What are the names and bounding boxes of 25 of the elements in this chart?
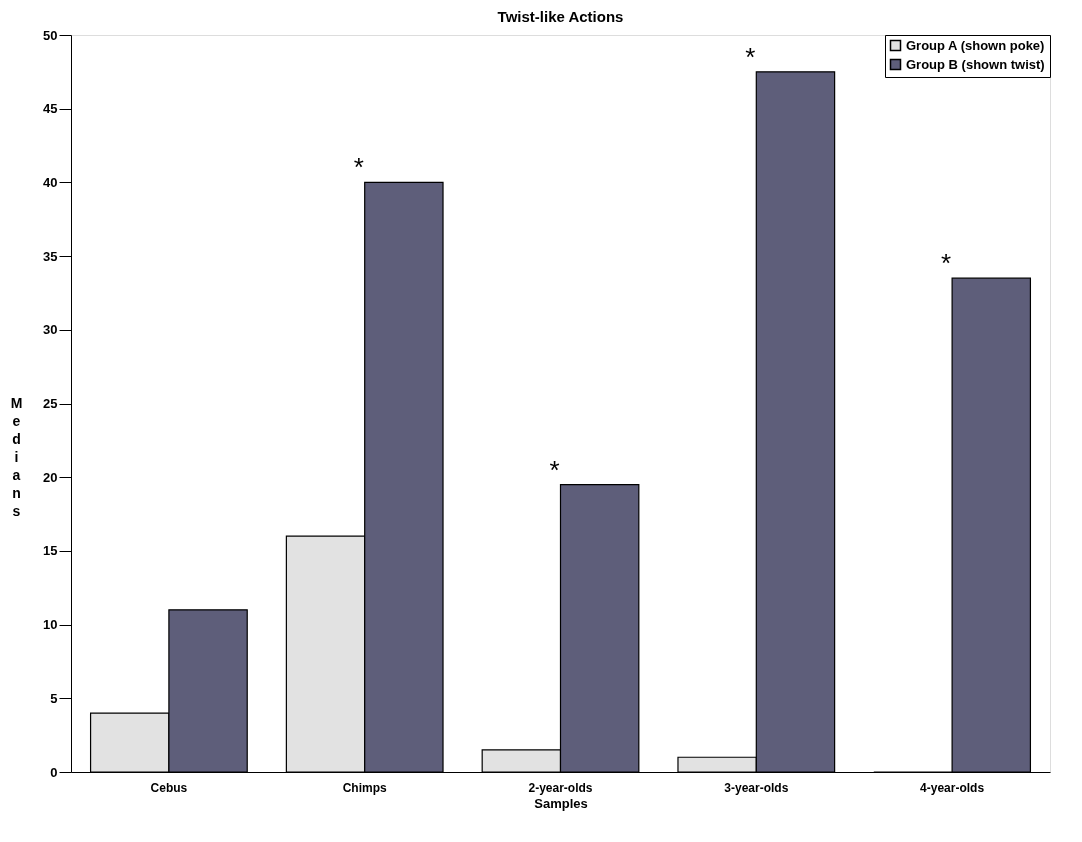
y-tick-label: 30: [43, 322, 58, 338]
y-tick-label: 40: [43, 174, 58, 190]
legend-label: Group B (shown twist): [906, 56, 1045, 72]
y-tick-label: 15: [43, 543, 58, 559]
annotation: *: [941, 248, 952, 279]
y-tick-label: 10: [43, 617, 58, 633]
x-tick-label: 2-year-olds: [528, 780, 593, 795]
x-tick-label: Cebus: [150, 780, 188, 795]
y-tick-label: 0: [50, 764, 58, 780]
chart-title: Twist-like Actions: [497, 8, 624, 25]
y-axis-title: Medians: [10, 395, 23, 519]
y-tick-label: 35: [43, 248, 58, 264]
y-tick-label: 45: [43, 101, 58, 117]
annotation: *: [549, 454, 560, 485]
x-tick-label: 3-year-olds: [724, 780, 789, 795]
y-tick-label: 25: [43, 396, 58, 411]
y-tick-label: 5: [50, 690, 58, 706]
annotation: *: [745, 41, 756, 72]
y-tick-label: 20: [43, 469, 58, 485]
x-tick-label: Chimps: [342, 780, 388, 795]
x-tick-label: 4-year-olds: [920, 780, 985, 795]
annotation: *: [353, 152, 364, 183]
legend-label: Group A (shown poke): [906, 37, 1045, 53]
y-tick-label: 50: [43, 27, 58, 43]
x-axis-title: Samples: [534, 795, 588, 811]
